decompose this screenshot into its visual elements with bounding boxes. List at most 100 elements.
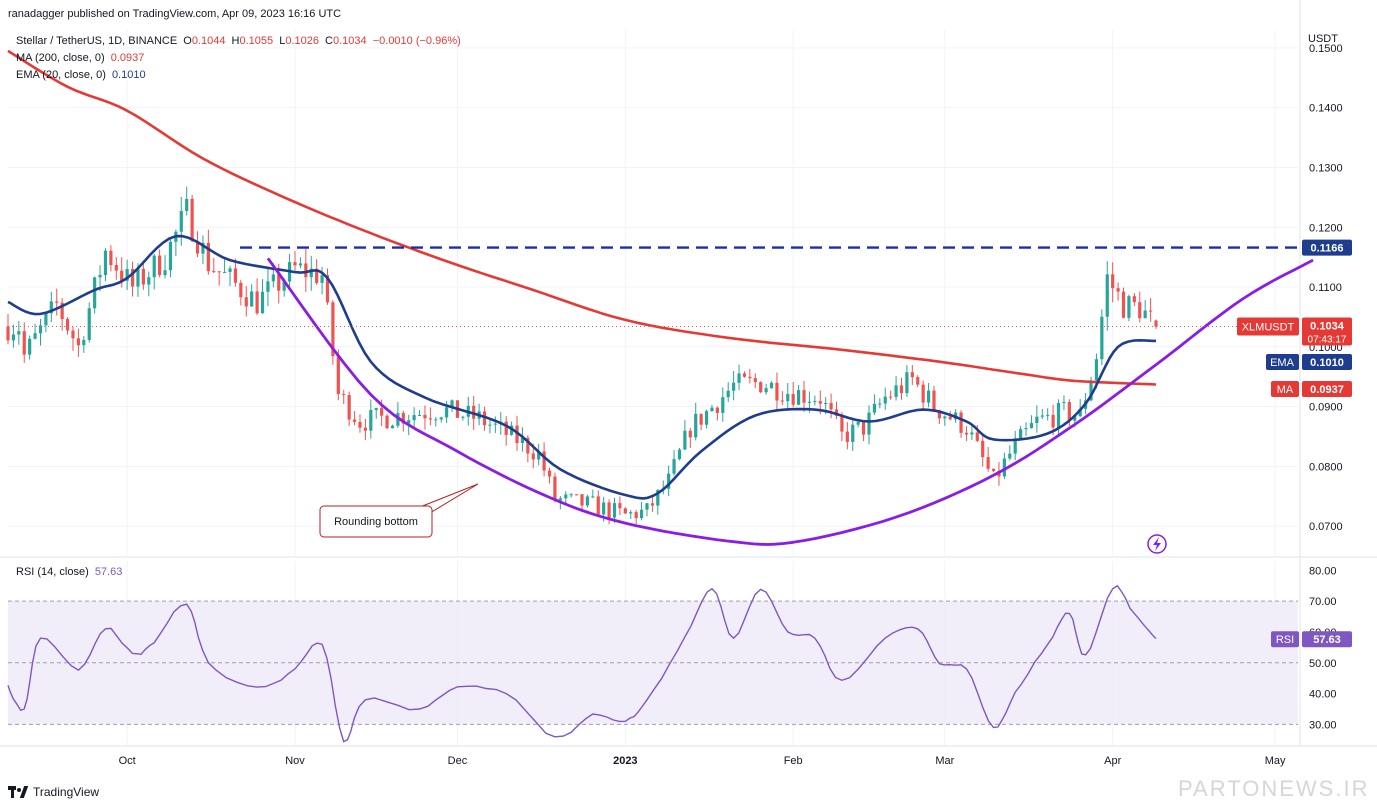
- candle[interactable]: [1132, 293, 1136, 306]
- candle[interactable]: [1111, 262, 1115, 303]
- candle[interactable]: [185, 186, 189, 216]
- candle[interactable]: [1116, 282, 1120, 301]
- candle[interactable]: [369, 399, 373, 439]
- candle[interactable]: [932, 385, 936, 412]
- candle[interactable]: [916, 375, 920, 388]
- candle[interactable]: [991, 468, 996, 473]
- symbol-name-badge[interactable]: [1237, 317, 1299, 336]
- candle[interactable]: [905, 365, 909, 397]
- candle[interactable]: [547, 467, 552, 484]
- candle[interactable]: [1121, 287, 1126, 319]
- candle[interactable]: [1143, 300, 1147, 319]
- candle[interactable]: [699, 413, 703, 431]
- candle[interactable]: [233, 258, 238, 287]
- candle[interactable]: [618, 496, 622, 516]
- candle[interactable]: [585, 494, 590, 508]
- candle[interactable]: [851, 419, 855, 451]
- candle[interactable]: [775, 372, 779, 412]
- ema-price-badge[interactable]: [1302, 354, 1352, 370]
- candle[interactable]: [1035, 405, 1039, 433]
- candle[interactable]: [1046, 408, 1050, 421]
- candle[interactable]: [358, 414, 362, 433]
- candle[interactable]: [623, 507, 627, 514]
- candle[interactable]: [1127, 294, 1131, 322]
- candle[interactable]: [650, 495, 654, 512]
- candle[interactable]: [385, 414, 389, 430]
- candle[interactable]: [103, 248, 108, 282]
- candle[interactable]: [33, 323, 37, 340]
- candle[interactable]: [926, 382, 931, 408]
- ema-20-line[interactable]: [7, 234, 1157, 500]
- candle[interactable]: [158, 249, 162, 278]
- candle[interactable]: [428, 407, 432, 426]
- candle[interactable]: [1062, 395, 1066, 411]
- candle[interactable]: [861, 421, 866, 442]
- candle[interactable]: [152, 253, 156, 290]
- candle[interactable]: [304, 248, 308, 292]
- candle[interactable]: [331, 300, 335, 365]
- candle[interactable]: [342, 389, 346, 405]
- candle[interactable]: [667, 465, 671, 497]
- candle[interactable]: [726, 382, 730, 402]
- candle[interactable]: [493, 416, 497, 433]
- candle[interactable]: [174, 229, 178, 257]
- candle[interactable]: [910, 365, 914, 386]
- candle[interactable]: [694, 402, 698, 441]
- candle[interactable]: [1100, 309, 1104, 366]
- candle[interactable]: [645, 502, 649, 517]
- candle[interactable]: [293, 251, 297, 271]
- candle[interactable]: [412, 407, 416, 430]
- candles[interactable]: [6, 186, 1158, 525]
- candle[interactable]: [482, 406, 487, 431]
- rsi-price-badge[interactable]: [1302, 631, 1352, 648]
- candle[interactable]: [325, 268, 330, 305]
- candle[interactable]: [1154, 319, 1158, 329]
- lightning-event-icon[interactable]: [1147, 534, 1167, 554]
- candle[interactable]: [883, 387, 887, 410]
- candle[interactable]: [769, 381, 774, 389]
- candle[interactable]: [526, 435, 530, 463]
- candle[interactable]: [721, 387, 725, 422]
- candle[interactable]: [44, 311, 48, 333]
- candle[interactable]: [114, 257, 118, 280]
- candle[interactable]: [981, 432, 985, 467]
- candle[interactable]: [423, 405, 427, 430]
- candle[interactable]: [309, 255, 313, 291]
- ma-200-line[interactable]: [7, 49, 1157, 386]
- candle[interactable]: [461, 415, 465, 421]
- candle[interactable]: [11, 324, 16, 348]
- candle[interactable]: [55, 288, 59, 316]
- candle[interactable]: [417, 410, 422, 417]
- candle[interactable]: [195, 231, 200, 258]
- candle[interactable]: [542, 442, 546, 477]
- candle[interactable]: [179, 196, 183, 246]
- candle[interactable]: [829, 393, 833, 419]
- candle[interactable]: [109, 245, 113, 272]
- candle[interactable]: [260, 279, 265, 314]
- candle[interactable]: [672, 450, 676, 476]
- candle[interactable]: [488, 418, 492, 434]
- candle[interactable]: [569, 493, 573, 498]
- candle[interactable]: [742, 371, 747, 378]
- candle[interactable]: [65, 316, 70, 335]
- candle[interactable]: [1013, 430, 1017, 461]
- ma-price-badge[interactable]: [1302, 381, 1352, 397]
- ema-legend[interactable]: EMA (20, close, 0) 0.1010: [16, 69, 146, 81]
- candle[interactable]: [450, 399, 454, 413]
- candle[interactable]: [125, 259, 129, 291]
- candle[interactable]: [564, 491, 568, 505]
- candle[interactable]: [629, 509, 633, 519]
- candle[interactable]: [1008, 445, 1012, 461]
- tradingview-logo[interactable]: TradingView: [8, 785, 99, 799]
- candle[interactable]: [239, 279, 243, 306]
- candle[interactable]: [780, 391, 784, 406]
- candle[interactable]: [130, 261, 135, 297]
- candle[interactable]: [206, 229, 210, 275]
- ema-tag-badge[interactable]: [1266, 354, 1299, 370]
- candle[interactable]: [704, 409, 709, 429]
- candle[interactable]: [439, 416, 443, 423]
- candle[interactable]: [683, 420, 687, 451]
- candle[interactable]: [878, 398, 882, 409]
- candle[interactable]: [396, 402, 400, 428]
- candle[interactable]: [60, 298, 64, 331]
